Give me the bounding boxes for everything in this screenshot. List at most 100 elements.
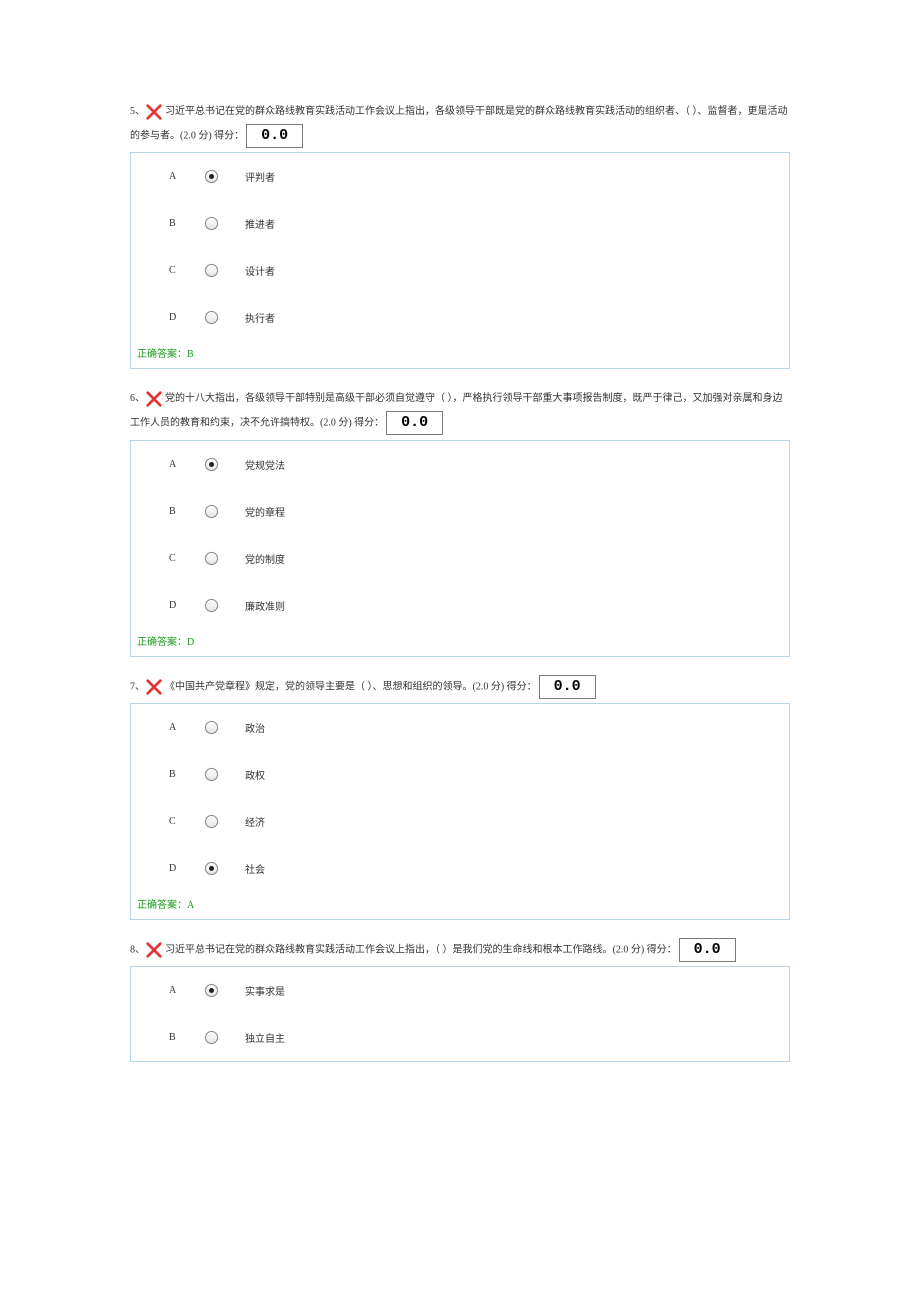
option-radio[interactable] [205,862,245,875]
option-text: 政治 [245,720,265,735]
option-radio[interactable] [205,311,245,324]
score-value: 0.0 [539,675,596,699]
correct-answer-value: A [187,900,194,911]
option-row: A 党规党法 [131,441,789,488]
option-text: 廉政准则 [245,598,285,613]
wrong-icon [145,941,163,959]
option-radio[interactable] [205,217,245,230]
option-radio[interactable] [205,264,245,277]
option-text: 推进者 [245,216,275,231]
score-label: 得分： [214,130,244,141]
option-row: A 实事求是 [131,967,789,1014]
question-number: 5、 [130,106,145,117]
option-row: D 执行者 [131,294,789,341]
options-box: A党规党法B党的章程C党的制度D廉政准则正确答案：D [130,440,790,657]
option-row: B 党的章程 [131,488,789,535]
options-box: A评判者B推进者C设计者D执行者正确答案：B [130,152,790,369]
correct-answer-prefix: 正确答案： [137,637,187,648]
points-label: (2.0 分) [180,130,212,141]
option-radio[interactable] [205,815,245,828]
score-label: 得分： [647,944,677,955]
points-label: (2.0 分) [613,944,645,955]
option-row: A 评判者 [131,153,789,200]
option-text: 独立自主 [245,1030,285,1045]
points-label: (2.0 分) [473,681,505,692]
option-radio[interactable] [205,984,245,997]
correct-answer-value: B [187,349,194,360]
question-block: 7、 《中国共产党章程》规定，党的领导主要是（ ）、思想和组织的领导。(2.0 … [130,675,790,920]
correct-answer: 正确答案：A [131,892,789,919]
wrong-icon [145,678,163,696]
question-number: 8、 [130,944,145,955]
question-header: 7、 《中国共产党章程》规定，党的领导主要是（ ）、思想和组织的领导。(2.0 … [130,675,790,699]
option-row: C 党的制度 [131,535,789,582]
question-block: 6、 党的十八大指出，各级领导干部特别是高级干部必须自觉遵守（ ），严格执行领导… [130,387,790,656]
question-number: 7、 [130,681,145,692]
option-letter: B [169,1032,205,1043]
option-text: 社会 [245,861,265,876]
options-box: A政治B政权C经济D社会正确答案：A [130,703,790,920]
option-row: D 社会 [131,845,789,892]
correct-answer-prefix: 正确答案： [137,900,187,911]
option-radio[interactable] [205,1031,245,1044]
option-radio[interactable] [205,768,245,781]
question-header: 8、 习近平总书记在党的群众路线教育实践活动工作会议上指出，（ ）是我们党的生命… [130,938,790,962]
question-header: 5、 习近平总书记在党的群众路线教育实践活动工作会议上指出，各级领导干部既是党的… [130,100,790,148]
option-text: 党的制度 [245,551,285,566]
option-radio[interactable] [205,458,245,471]
option-text: 政权 [245,767,265,782]
option-radio[interactable] [205,505,245,518]
option-row: A 政治 [131,704,789,751]
score-label: 得分： [507,681,537,692]
wrong-icon [145,390,163,408]
option-letter: B [169,506,205,517]
option-letter: A [169,459,205,470]
points-label: (2.0 分) [320,418,352,429]
score-label: 得分： [354,418,384,429]
option-letter: A [169,171,205,182]
correct-answer-prefix: 正确答案： [137,349,187,360]
option-text: 党规党法 [245,457,285,472]
option-text: 设计者 [245,263,275,278]
option-text: 实事求是 [245,983,285,998]
option-letter: D [169,863,205,874]
option-letter: D [169,600,205,611]
option-radio[interactable] [205,721,245,734]
option-letter: C [169,816,205,827]
question-text: 习近平总书记在党的群众路线教育实践活动工作会议上指出，（ ）是我们党的生命线和根… [165,944,613,955]
score-value: 0.0 [386,411,443,435]
correct-answer-value: D [187,637,194,648]
question-block: 8、 习近平总书记在党的群众路线教育实践活动工作会议上指出，（ ）是我们党的生命… [130,938,790,1062]
options-box: A 实事求是 B 独立自主 [130,966,790,1062]
wrong-icon [145,103,163,121]
score-value: 0.0 [246,124,303,148]
option-letter: A [169,722,205,733]
question-number: 6、 [130,393,145,404]
option-row: B 推进者 [131,200,789,247]
option-row: C 经济 [131,798,789,845]
option-radio[interactable] [205,170,245,183]
option-letter: C [169,553,205,564]
option-row: B 政权 [131,751,789,798]
option-row: C 设计者 [131,247,789,294]
option-letter: D [169,312,205,323]
option-text: 评判者 [245,169,275,184]
question-header: 6、 党的十八大指出，各级领导干部特别是高级干部必须自觉遵守（ ），严格执行领导… [130,387,790,435]
option-radio[interactable] [205,599,245,612]
score-value: 0.0 [679,938,736,962]
option-text: 党的章程 [245,504,285,519]
option-text: 执行者 [245,310,275,325]
option-row: D 廉政准则 [131,582,789,629]
question-text: 《中国共产党章程》规定，党的领导主要是（ ）、思想和组织的领导。 [165,681,473,692]
option-letter: B [169,769,205,780]
option-row: B 独立自主 [131,1014,789,1061]
option-text: 经济 [245,814,265,829]
option-letter: A [169,985,205,996]
correct-answer: 正确答案：B [131,341,789,368]
option-letter: C [169,265,205,276]
correct-answer: 正确答案：D [131,629,789,656]
option-letter: B [169,218,205,229]
option-radio[interactable] [205,552,245,565]
question-block: 5、 习近平总书记在党的群众路线教育实践活动工作会议上指出，各级领导干部既是党的… [130,100,790,369]
question-text: 党的十八大指出，各级领导干部特别是高级干部必须自觉遵守（ ），严格执行领导干部重… [130,393,783,428]
